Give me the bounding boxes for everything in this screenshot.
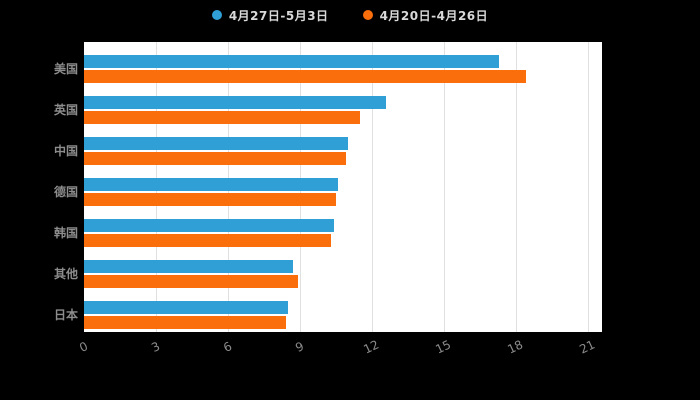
y-category-label: 美国 — [53, 62, 78, 76]
legend-item-series1[interactable]: 4月27日-5月3日 — [211, 7, 329, 24]
x-tick-label: 3 — [149, 339, 163, 355]
y-category-label: 德国 — [53, 185, 78, 199]
gridline — [515, 42, 517, 332]
y-category-label: 其他 — [53, 267, 78, 281]
bar-series1-3 — [84, 178, 339, 191]
bar-series2-1 — [84, 111, 360, 124]
x-tick-label: 21 — [577, 337, 598, 357]
bar-series1-5 — [84, 260, 293, 273]
bar-series2-3 — [84, 193, 336, 206]
bar-series1-6 — [84, 301, 288, 314]
legend-marker-series1-icon — [211, 10, 222, 20]
bar-series2-6 — [84, 316, 286, 329]
bar-series2-2 — [84, 152, 346, 165]
y-category-label: 韩国 — [53, 226, 78, 240]
x-tick-label: 9 — [293, 339, 307, 355]
x-tick-label: 15 — [433, 337, 454, 357]
x-tick-label: 18 — [505, 337, 526, 357]
legend-item-series2[interactable]: 4月20日-4月26日 — [362, 7, 489, 24]
bar-series1-1 — [84, 96, 387, 109]
gridline — [443, 42, 445, 332]
legend-marker-series2-icon — [362, 10, 373, 20]
bar-series2-5 — [84, 275, 298, 288]
y-category-label: 日本 — [53, 308, 78, 322]
x-tick-label: 6 — [221, 339, 235, 355]
gridline — [371, 42, 373, 332]
bar-series2-0 — [84, 70, 526, 83]
legend-label-series2: 4月20日-4月26日 — [379, 8, 489, 23]
bar-series1-0 — [84, 55, 500, 68]
plot-area — [84, 42, 602, 332]
bar-series1-2 — [84, 137, 348, 150]
legend-label-series1: 4月27日-5月3日 — [228, 8, 329, 23]
y-category-label: 中国 — [53, 144, 78, 158]
y-category-label: 英国 — [53, 103, 78, 117]
x-tick-label: 0 — [77, 339, 91, 355]
x-tick-label: 12 — [361, 337, 382, 357]
bar-series1-4 — [84, 219, 334, 232]
gridline — [587, 42, 589, 332]
bar-series2-4 — [84, 234, 332, 247]
legend: 4月27日-5月3日 4月20日-4月26日 — [0, 5, 700, 25]
